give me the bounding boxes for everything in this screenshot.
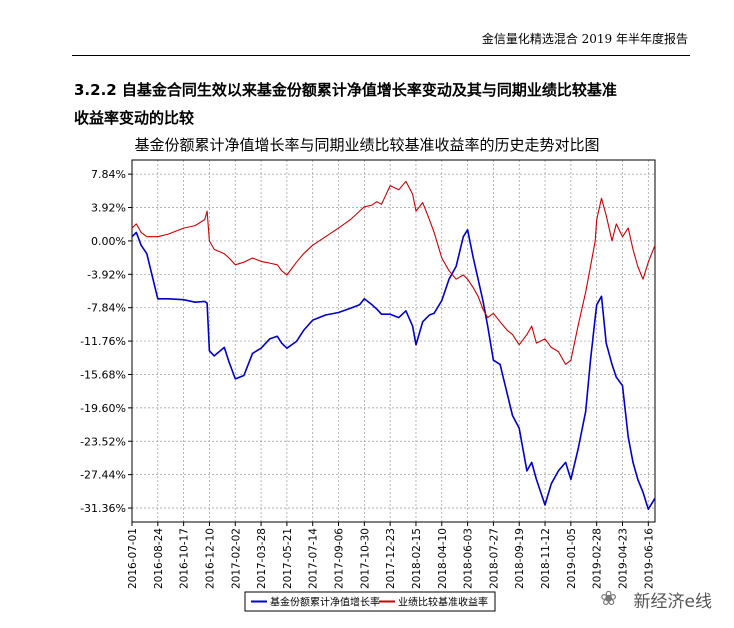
plot-area [131,159,656,523]
x-tick-label: 2018-07-27 [488,528,500,589]
x-tick-label: 2017-02-02 [230,528,242,589]
x-tick-label: 2018-06-03 [463,528,475,589]
x-tick-label: 2017-09-06 [334,528,346,589]
x-tick-label: 2016-08-24 [153,528,165,589]
x-tick-label: 2018-04-10 [437,528,449,589]
chart-title: 基金份额累计净值增长率与同期业绩比较基准收益率的历史走势对比图 [134,136,600,154]
x-tick-label: 2016-10-17 [179,528,191,589]
x-tick-label: 2018-09-19 [514,528,526,589]
x-tick-label: 2016-07-01 [127,528,139,589]
y-tick-label: -11.76% [80,335,126,348]
wechat-icon: ❀ [600,586,617,610]
x-tick-label: 2017-12-23 [385,528,397,589]
x-tick-label: 2017-10-30 [359,528,371,589]
section-heading: 3.2.2 自基金合同生效以来基金份额累计净值增长率变动及其与同期业绩比较基准 [74,81,617,99]
y-tick-label: 7.84% [91,168,126,181]
y-tick-label: -15.68% [80,368,126,381]
x-tick-label: 2019-04-23 [617,528,629,589]
section-heading-cont: 收益率变动的比较 [74,109,195,127]
watermark: 新经济e线 [633,592,712,612]
x-tick-label: 2019-02-28 [592,528,604,589]
x-tick-label: 2017-07-14 [308,528,320,589]
legend-entry: 基金份额累计净值增长率 [270,596,380,609]
y-tick-label: -27.44% [80,469,126,482]
series-line [131,229,656,511]
x-tick-label: 2019-06-16 [643,528,655,589]
x-tick-label: 2018-02-15 [411,528,423,589]
y-tick-label: -31.36% [80,502,126,515]
report-header: 金信量化精选混合 2019 年半年度报告 [481,32,688,46]
y-tick-label: -19.60% [80,402,126,415]
x-tick-label: 2019-01-05 [566,528,578,589]
y-tick-label: 0.00% [91,235,126,248]
x-tick-label: 2018-11-12 [540,528,552,589]
x-tick-label: 2016-12-10 [204,528,216,589]
y-tick-label: -3.92% [87,268,126,281]
x-tick-label: 2017-05-21 [282,528,294,589]
header-rule [72,55,690,56]
legend-box [244,591,496,612]
y-tick-label: -23.52% [80,435,126,448]
legend-entry: 业绩比较基准收益率 [398,596,488,609]
series-line [131,180,656,365]
x-tick-label: 2017-03-28 [256,528,268,589]
y-tick-label: 3.92% [91,202,126,215]
y-tick-label: -7.84% [87,302,126,315]
